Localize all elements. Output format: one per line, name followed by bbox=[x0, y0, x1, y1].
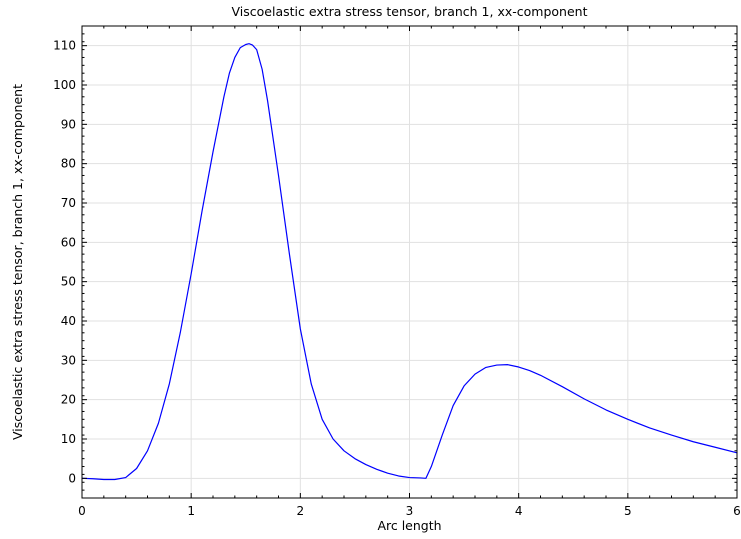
y-tick-label: 90 bbox=[61, 117, 76, 131]
series-line bbox=[81, 43, 738, 481]
x-tick-label: 0 bbox=[78, 504, 86, 518]
x-tick-label: 6 bbox=[733, 504, 741, 518]
axis-ticks bbox=[81, 25, 738, 499]
x-tick-label: 2 bbox=[297, 504, 305, 518]
y-tick-label: 30 bbox=[61, 353, 76, 367]
y-tick-label: 100 bbox=[53, 78, 76, 92]
x-tick-label: 1 bbox=[187, 504, 195, 518]
y-axis-tick-labels: 0 10 20 30 40 50 60 70 80 90 100 110 bbox=[53, 39, 76, 486]
y-tick-label: 40 bbox=[61, 314, 76, 328]
y-tick-label: 10 bbox=[61, 432, 76, 446]
grid-lines bbox=[81, 26, 738, 498]
y-tick-label: 70 bbox=[61, 196, 76, 210]
y-tick-label: 80 bbox=[61, 157, 76, 171]
y-tick-label: 110 bbox=[53, 39, 76, 53]
y-tick-label: 0 bbox=[68, 471, 76, 485]
x-tick-label: 4 bbox=[515, 504, 523, 518]
y-tick-label: 20 bbox=[61, 393, 76, 407]
x-tick-label: 5 bbox=[624, 504, 632, 518]
x-tick-label: 3 bbox=[406, 504, 414, 518]
series-layer bbox=[81, 43, 738, 481]
y-tick-label: 50 bbox=[61, 275, 76, 289]
x-axis-tick-labels: 0 1 2 3 4 5 6 bbox=[78, 504, 741, 518]
chart-title: Viscoelastic extra stress tensor, branch… bbox=[232, 4, 588, 19]
x-axis-label: Arc length bbox=[377, 518, 441, 533]
y-tick-label: 60 bbox=[61, 235, 76, 249]
y-axis-label: Viscoelastic extra stress tensor, branch… bbox=[10, 84, 25, 440]
